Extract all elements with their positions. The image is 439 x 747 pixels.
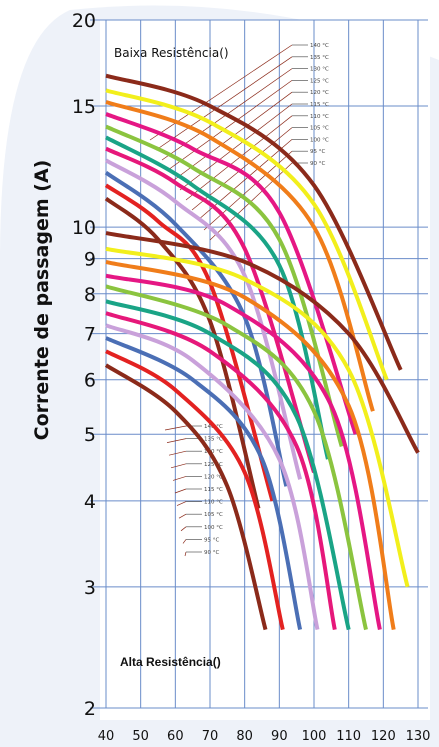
leader-line <box>178 513 187 519</box>
annotation-bottom: Alta Resistência() <box>120 655 221 669</box>
x-tick-label: 110 <box>336 729 361 744</box>
leader-label: 135 °C <box>310 55 329 61</box>
leader-line <box>170 463 187 469</box>
series-curve <box>105 124 344 447</box>
leader-label: 105 °C <box>310 126 329 132</box>
leader-label: 135 °C <box>204 437 223 443</box>
x-tick-label: 120 <box>371 729 396 744</box>
leader-line <box>168 450 187 456</box>
leader-line <box>185 115 293 201</box>
leader-label: 110 °C <box>310 114 329 120</box>
leader-label: 100 °C <box>310 137 329 143</box>
leader-label: 115 °C <box>204 487 223 493</box>
y-tick-label: 15 <box>72 96 96 118</box>
y-tick-label: 5 <box>84 424 96 446</box>
y-tick-label: 6 <box>84 370 96 392</box>
leader-line <box>172 476 187 481</box>
leader-label: 125 °C <box>204 462 223 468</box>
x-tick-label: 100 <box>302 729 327 744</box>
y-tick-label: 7 <box>84 324 96 346</box>
leader-label: 100 °C <box>204 525 223 531</box>
leader-line <box>155 56 293 151</box>
leader-label: 105 °C <box>204 512 223 518</box>
series-curve <box>105 323 320 631</box>
series-curve <box>105 112 358 435</box>
series-curve <box>105 146 316 473</box>
series-curve <box>105 349 285 631</box>
leader-line <box>166 438 187 443</box>
series-curve <box>105 259 396 630</box>
x-tick-labels: 40 50 60 70 80 90 100 110 120 130 <box>98 729 431 744</box>
leader-line <box>179 103 293 191</box>
leader-line <box>174 488 187 494</box>
series-curve <box>105 273 382 631</box>
leader-line <box>180 526 187 532</box>
series-curve <box>104 158 303 480</box>
leader-label: 120 °C <box>204 474 223 480</box>
y-tick-label: 3 <box>84 577 96 599</box>
x-tick-label: 60 <box>167 729 184 744</box>
leader-label: 115 °C <box>310 102 329 108</box>
series-curve <box>105 135 330 460</box>
leader-label: 140 °C <box>310 43 329 49</box>
leader-label: 130 °C <box>204 449 223 455</box>
series-curve <box>105 311 337 631</box>
leader-label: 130 °C <box>310 67 329 73</box>
leader-lines: 140 °C 135 °C 130 °C 125 °C 120 °C 115 °C 110 … <box>149 43 329 557</box>
y-axis-title: Corrente de passagem (A) <box>31 160 53 441</box>
x-tick-label: 80 <box>236 729 253 744</box>
leader-label: 90 °C <box>204 550 219 556</box>
x-tick-label: 90 <box>271 729 288 744</box>
y-tick-label: 9 <box>84 249 96 271</box>
series-curve <box>105 231 420 454</box>
series-curve <box>105 284 368 631</box>
leader-line <box>164 425 187 431</box>
series-curve <box>104 363 268 631</box>
y-tick-label: 2 <box>84 698 96 720</box>
x-tick-label: 70 <box>202 729 219 744</box>
x-tick-label: 50 <box>132 729 149 744</box>
y-tick-label: 10 <box>72 217 96 239</box>
series-curve <box>104 170 289 487</box>
series-curve <box>105 73 403 371</box>
leader-line <box>149 44 293 141</box>
y-tick-label: 8 <box>84 284 96 306</box>
leader-label: 125 °C <box>310 78 329 84</box>
series-curve <box>105 299 351 631</box>
leader-label: 120 °C <box>310 90 329 96</box>
leader-line <box>176 501 187 506</box>
leader-line <box>167 80 293 171</box>
series-curve <box>104 183 275 502</box>
x-tick-label: 40 <box>98 729 115 744</box>
leader-label: 95 °C <box>310 149 325 155</box>
series-curve <box>105 246 410 588</box>
leader-label: 110 °C <box>204 500 223 506</box>
leader-line <box>184 551 187 557</box>
annotation-top: Baixa Resistência() <box>114 46 229 60</box>
x-tick-label: 130 <box>406 729 431 744</box>
y-tick-labels: 20 15 10 9 8 7 6 5 4 3 2 <box>72 10 96 720</box>
series-curve <box>105 336 303 631</box>
curves <box>104 73 420 631</box>
leader-label: 95 °C <box>204 537 219 543</box>
leader-line <box>182 539 187 544</box>
series-curve <box>105 88 389 381</box>
leader-label: 90 °C <box>310 161 325 167</box>
y-tick-label: 20 <box>72 10 96 32</box>
y-tick-label: 4 <box>84 491 96 513</box>
